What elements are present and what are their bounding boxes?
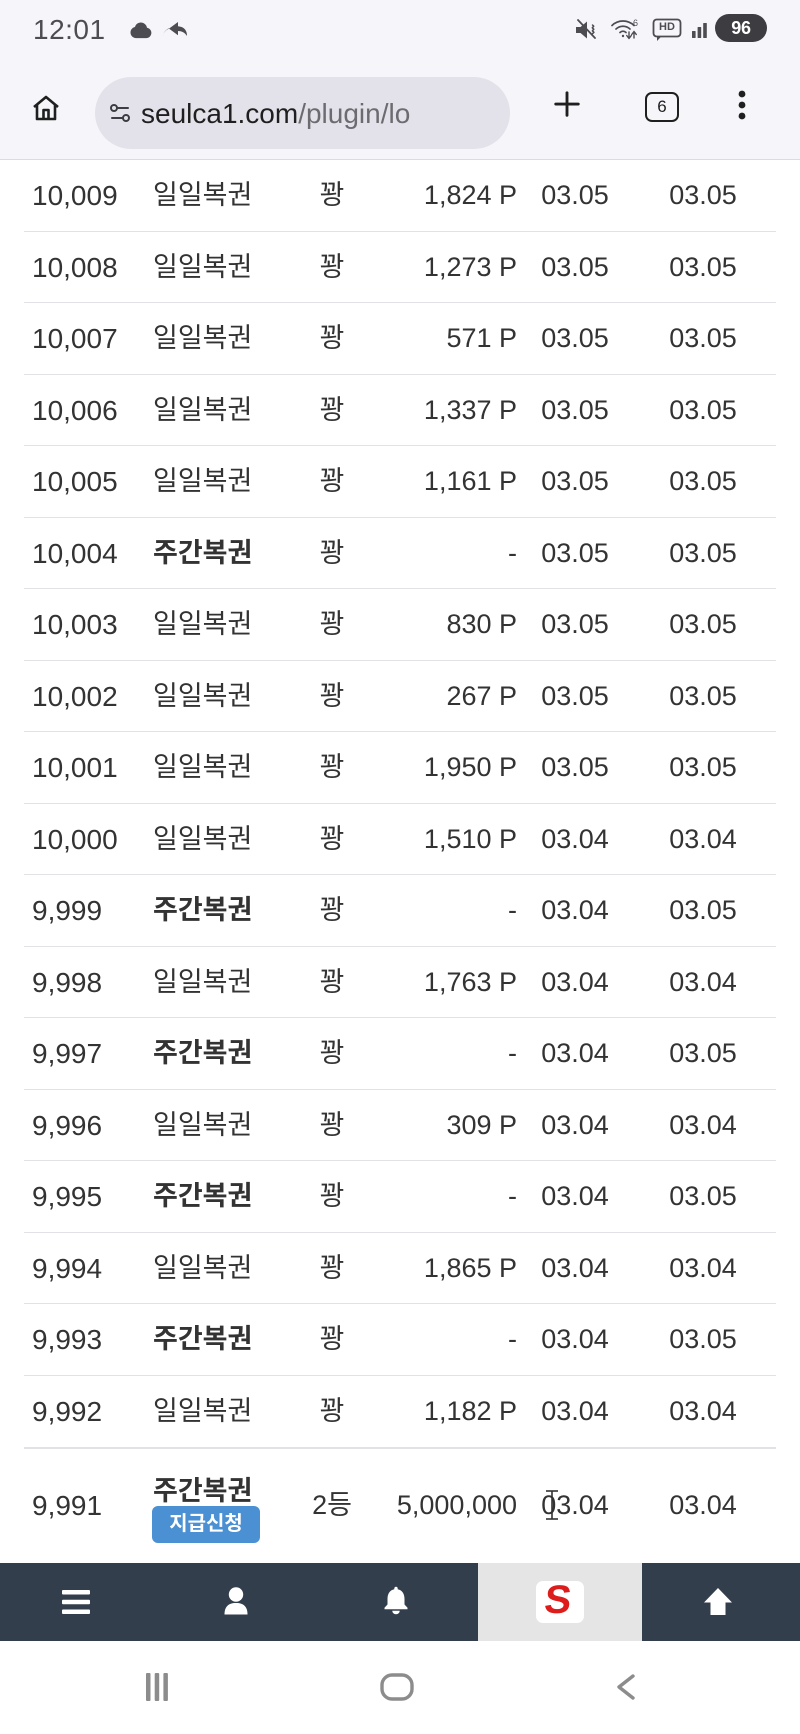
svg-text:6: 6: [633, 18, 638, 28]
svg-text:S: S: [542, 1581, 573, 1622]
